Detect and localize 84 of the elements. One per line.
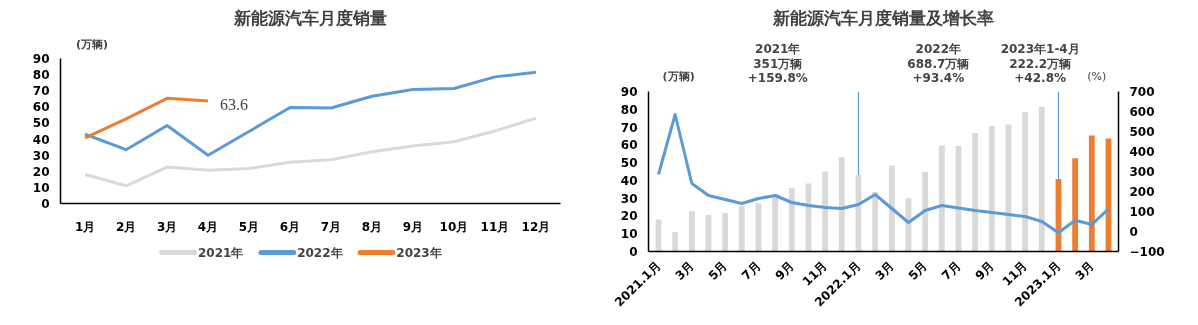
bar	[722, 212, 729, 252]
x-tick-label: 1月	[74, 219, 96, 234]
bar	[922, 172, 929, 252]
text: 2021年 351万辆 +159.8%	[747, 42, 808, 86]
bar	[788, 188, 795, 252]
bar	[1072, 158, 1079, 252]
x-tick-label: 8月	[361, 219, 383, 234]
y-tick-label: 90	[620, 85, 638, 99]
y2-tick-label: 600	[1129, 105, 1155, 119]
y-tick-label: 40	[620, 173, 638, 188]
bar	[772, 194, 779, 252]
x-tick-label: 3月	[672, 258, 697, 283]
x-tick-label: 5月	[905, 258, 931, 283]
line-series	[83, 116, 538, 188]
bar	[688, 211, 695, 252]
chart-title: 新能源汽车月度销量	[233, 7, 387, 28]
bar	[1038, 106, 1045, 252]
y-tick-label: 20	[32, 164, 50, 179]
text: 2022年 688.7万辆 +93.4%	[907, 42, 970, 86]
y2-axis-title: (%)	[1087, 70, 1107, 84]
x-tick-label: 5月	[238, 219, 260, 234]
y-tick-label: 60	[32, 100, 50, 115]
y-tick-label: 50	[620, 156, 638, 171]
y-tick-label: 0	[629, 245, 638, 259]
bar	[672, 231, 679, 252]
x-tick-label: 6月	[279, 219, 301, 234]
y2-tick-label: 400	[1129, 145, 1155, 159]
y-tick-label: 10	[32, 180, 50, 195]
y-tick-label: 90	[32, 52, 50, 66]
y-axis-title: (万辆)	[76, 37, 109, 51]
x-tick-label: 7月	[939, 258, 964, 283]
x-tick-label: 9月	[972, 258, 997, 283]
line-series	[83, 70, 538, 157]
y2-tick-label: 200	[1129, 185, 1155, 199]
bar	[988, 125, 995, 252]
x-tick-label: 4月	[197, 219, 219, 234]
bar	[822, 171, 829, 252]
y2-tick-label: 700	[1129, 85, 1155, 99]
y-tick-label: 70	[620, 120, 638, 135]
bar	[888, 165, 895, 252]
y2-tick-label: 0	[1129, 225, 1138, 239]
y-axis-title: (万辆)	[662, 70, 695, 84]
x-tick-label: 3月	[1072, 258, 1097, 283]
y-tick-label: 80	[620, 102, 638, 117]
y-tick-label: 80	[32, 68, 50, 83]
x-tick-label: 12月	[521, 219, 551, 234]
y-tick-label: 60	[620, 138, 638, 153]
x-tick-label: 7月	[320, 219, 342, 234]
x-tick-label: 5月	[705, 258, 731, 283]
y-tick-label: 50	[32, 116, 50, 131]
line-series	[657, 113, 1110, 235]
line-series	[83, 96, 210, 140]
bar	[972, 133, 979, 252]
legend-label: 2023年	[396, 245, 442, 260]
x-tick-label: 9月	[772, 258, 797, 283]
y-tick-label: 0	[41, 197, 50, 211]
x-tick-label: 11月	[480, 219, 510, 234]
y2-tick-label: 100	[1129, 205, 1155, 219]
y2-tick-label: −100	[1129, 245, 1165, 259]
legend-label: 2022年	[297, 245, 343, 260]
bar	[838, 157, 845, 252]
data-label: 63.6	[220, 96, 249, 114]
y2-tick-label: 500	[1129, 125, 1155, 139]
y-tick-label: 70	[32, 84, 50, 99]
text: 2023年1-4月 222.2万辆 +42.8%	[1000, 42, 1080, 86]
y-tick-label: 40	[32, 132, 50, 147]
y-tick-label: 20	[620, 209, 638, 224]
y-tick-label: 10	[620, 227, 638, 242]
y-tick-label: 30	[620, 191, 638, 206]
y-tick-label: 30	[32, 148, 50, 163]
bar	[872, 192, 879, 252]
bar	[938, 145, 945, 252]
x-tick-label: 2月	[115, 219, 137, 234]
chart-title: 新能源汽车月度销量及增长率	[772, 7, 994, 28]
legend-label: 2021年	[198, 245, 244, 260]
bar	[1022, 111, 1029, 252]
x-tick-label: 7月	[739, 258, 764, 283]
bar	[1088, 135, 1095, 252]
x-tick-label: 9月	[402, 219, 424, 234]
bar	[738, 205, 745, 252]
y2-tick-label: 300	[1129, 165, 1155, 179]
x-tick-label: 3月	[872, 258, 897, 283]
x-tick-label: 10月	[439, 219, 469, 234]
x-tick-label: 3月	[156, 219, 178, 234]
